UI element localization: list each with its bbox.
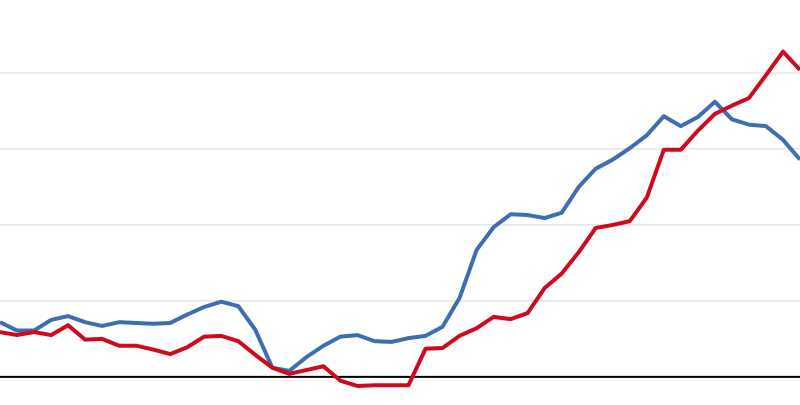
series-line: [0, 99, 800, 373]
series-line: [0, 49, 800, 388]
